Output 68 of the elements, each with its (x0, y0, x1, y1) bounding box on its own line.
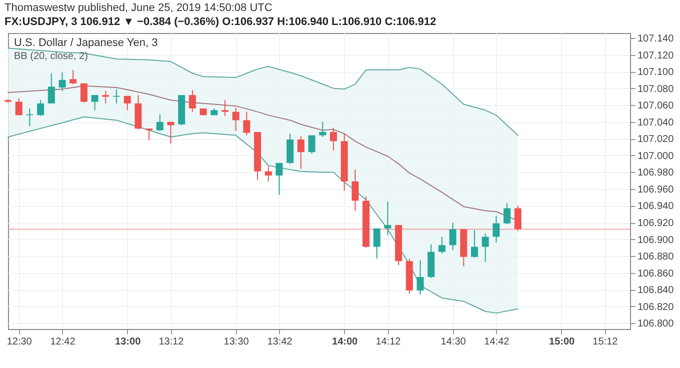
candlestick (449, 222, 456, 251)
y-tick-label: 106.960 (638, 184, 674, 196)
candlestick (80, 82, 88, 104)
candlestick (37, 100, 44, 117)
candlestick (384, 201, 392, 236)
candlestick (264, 166, 272, 182)
y-tick-label: 106.800 (638, 318, 674, 330)
y-tick-label: 106.920 (638, 218, 674, 230)
candlestick (297, 136, 304, 170)
candlestick (48, 72, 55, 104)
candlestick (276, 162, 283, 196)
x-tick-label: 12:30 (6, 336, 32, 348)
line-series (8, 48, 518, 136)
x-tick-label: 13:00 (115, 336, 142, 348)
x-tick-label: 14:30 (440, 336, 466, 348)
candlestick (514, 205, 522, 232)
x-tick-label: 12:42 (50, 336, 76, 348)
y-tick-label: 106.820 (638, 302, 674, 313)
candlestick (124, 95, 131, 111)
candlestick (482, 232, 489, 262)
candlestick (146, 128, 153, 141)
x-tick-label: 13:30 (224, 336, 250, 348)
x-tick-label: 14:12 (376, 336, 402, 348)
x-tick-label: 14:42 (484, 336, 510, 348)
y-tick-label: 106.840 (638, 285, 674, 296)
candlestick (373, 228, 380, 260)
candlestick (471, 230, 478, 258)
y-tick-label: 107.040 (638, 117, 674, 128)
chart-title: U.S. Dollar / Japanese Yen, 3 (14, 37, 158, 49)
candlestick (221, 100, 228, 117)
x-tick-label: 14:00 (332, 336, 358, 348)
y-tick-label: 107.100 (638, 67, 674, 78)
x-tick-label: 15:12 (592, 336, 618, 348)
y-tick-label: 106.860 (638, 268, 674, 280)
y-tick-label: 107.060 (638, 100, 674, 112)
candlestick (70, 69, 77, 85)
chart-subtitle: FX:USDJPY, 3 106.912 ▼ −0.384 (−0.36%) O:106.937 H:106.940 L:106.910 C:106.912 (4, 16, 436, 28)
candlestick (243, 111, 250, 136)
y-tick-label: 106.880 (638, 252, 674, 263)
candlestick (91, 94, 98, 111)
y-tick-label: 107.000 (638, 150, 674, 162)
x-tick-label: 13:12 (158, 336, 184, 348)
y-tick-label: 107.140 (638, 34, 674, 45)
candlestick (188, 90, 196, 112)
candlestick (156, 114, 164, 132)
x-tick-label: 15:00 (549, 336, 576, 348)
x-tick-label: 13:42 (267, 336, 293, 348)
candlestick (352, 169, 359, 212)
candlestick (492, 215, 500, 244)
text: Thomaswestw published, June 25, 2019 14:50:08 UTC (4, 2, 272, 14)
y-tick-label: 107.020 (638, 134, 674, 146)
candlestick (330, 127, 337, 151)
candlestick (416, 260, 424, 296)
text: BB (20, close, 2) (14, 51, 88, 62)
y-tick-label: 106.900 (638, 234, 674, 246)
candlestick (319, 121, 326, 138)
candlestick (286, 133, 294, 164)
y-tick-label: 107.080 (638, 84, 674, 95)
candlestick (504, 202, 511, 225)
y-tick-label: 106.980 (638, 168, 674, 179)
candlestick (58, 72, 66, 92)
y-tick-label: 106.940 (638, 201, 674, 212)
line-series (8, 116, 518, 314)
candlestick (15, 98, 22, 116)
candlestick (438, 236, 446, 254)
y-tick-label: 107.120 (638, 50, 674, 62)
candlestick (232, 107, 240, 132)
candlestick (308, 134, 316, 154)
